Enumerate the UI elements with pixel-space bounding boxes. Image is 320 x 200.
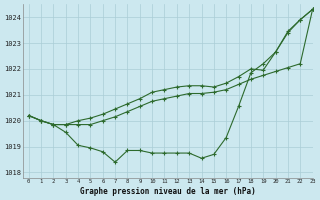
X-axis label: Graphe pression niveau de la mer (hPa): Graphe pression niveau de la mer (hPa): [80, 187, 255, 196]
